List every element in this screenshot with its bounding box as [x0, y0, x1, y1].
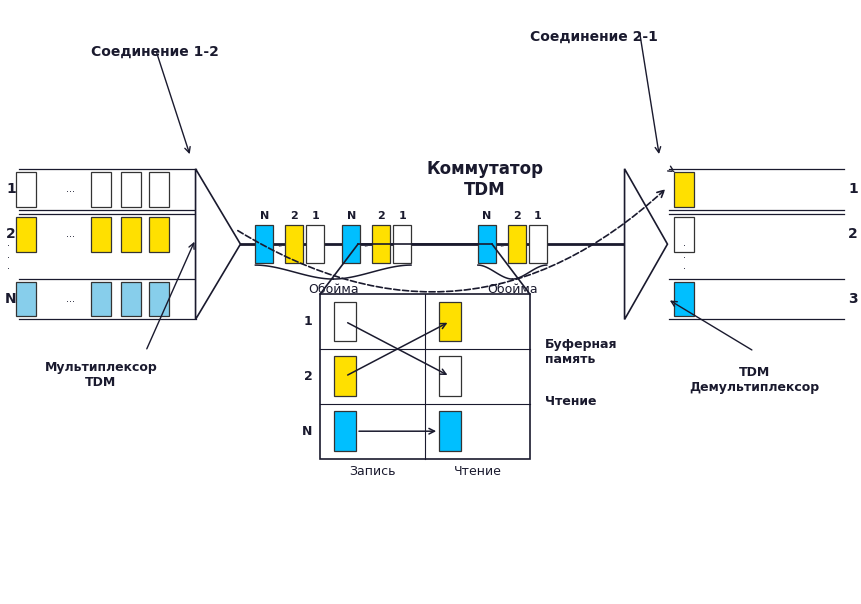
Text: ...: ... [66, 184, 75, 194]
Bar [16, 172, 36, 207]
Text: 2: 2 [377, 211, 385, 221]
Text: 1: 1 [311, 211, 319, 221]
Text: 2: 2 [290, 211, 298, 221]
Text: 1: 1 [533, 211, 541, 221]
Text: N: N [481, 211, 491, 221]
Text: Соединение 2-1: Соединение 2-1 [530, 30, 657, 43]
Bar [255, 225, 273, 263]
Bar [393, 225, 411, 263]
Text: TDM
Демультиплексор: TDM Демультиплексор [689, 367, 818, 394]
Text: ·
·
·: · · · [8, 241, 10, 274]
Bar [477, 225, 495, 263]
Bar [334, 301, 356, 341]
Bar [673, 217, 694, 252]
Bar [121, 281, 140, 316]
Bar [528, 225, 546, 263]
Text: ..: .. [276, 240, 282, 249]
Text: ..: .. [499, 240, 504, 249]
Text: 3: 3 [847, 292, 857, 306]
Text: N: N [4, 292, 16, 306]
Text: Чтение: Чтение [544, 394, 596, 408]
Text: 2: 2 [303, 370, 312, 383]
Bar [372, 225, 390, 263]
Bar [285, 225, 303, 263]
Bar [16, 281, 36, 316]
Text: ...: ... [66, 229, 75, 239]
Text: Буферная
память: Буферная память [544, 338, 616, 365]
Text: 1: 1 [6, 182, 16, 196]
Text: N: N [259, 211, 269, 221]
Text: ..: .. [363, 240, 369, 249]
Bar [148, 172, 169, 207]
Text: ·
·
·: · · · [682, 241, 685, 274]
Bar [90, 281, 110, 316]
Bar [334, 411, 356, 451]
FancyArrowPatch shape [666, 166, 673, 172]
Text: Обойма: Обойма [307, 283, 358, 296]
Bar [320, 294, 530, 458]
Text: Чтение: Чтение [453, 464, 501, 478]
Text: Обойма: Обойма [486, 283, 537, 296]
Bar [438, 301, 461, 341]
Text: N: N [346, 211, 356, 221]
Bar [148, 217, 169, 252]
Bar [121, 217, 140, 252]
Text: 1: 1 [398, 211, 406, 221]
Bar [90, 172, 110, 207]
Bar [507, 225, 525, 263]
Text: Запись: Запись [349, 464, 395, 478]
Bar [90, 217, 110, 252]
Bar [148, 281, 169, 316]
Text: 2: 2 [6, 227, 16, 241]
Bar [673, 281, 694, 316]
Bar [673, 172, 694, 207]
Bar [306, 225, 324, 263]
Text: 2: 2 [847, 227, 857, 241]
Text: Соединение 1-2: Соединение 1-2 [90, 45, 219, 59]
Text: 1: 1 [303, 315, 312, 328]
Text: ...: ... [66, 294, 75, 304]
Bar [334, 356, 356, 396]
Polygon shape [195, 169, 240, 320]
Bar [121, 172, 140, 207]
Polygon shape [624, 169, 666, 320]
Text: Коммутатор
TDM: Коммутатор TDM [426, 161, 542, 199]
Text: 1: 1 [847, 182, 857, 196]
Bar [438, 411, 461, 451]
Text: Мультиплексор
TDM: Мультиплексор TDM [44, 361, 157, 390]
Text: 2: 2 [512, 211, 520, 221]
Bar [438, 356, 461, 396]
Bar [342, 225, 360, 263]
Text: N: N [301, 425, 312, 438]
Bar [16, 217, 36, 252]
FancyArrowPatch shape [238, 190, 663, 292]
